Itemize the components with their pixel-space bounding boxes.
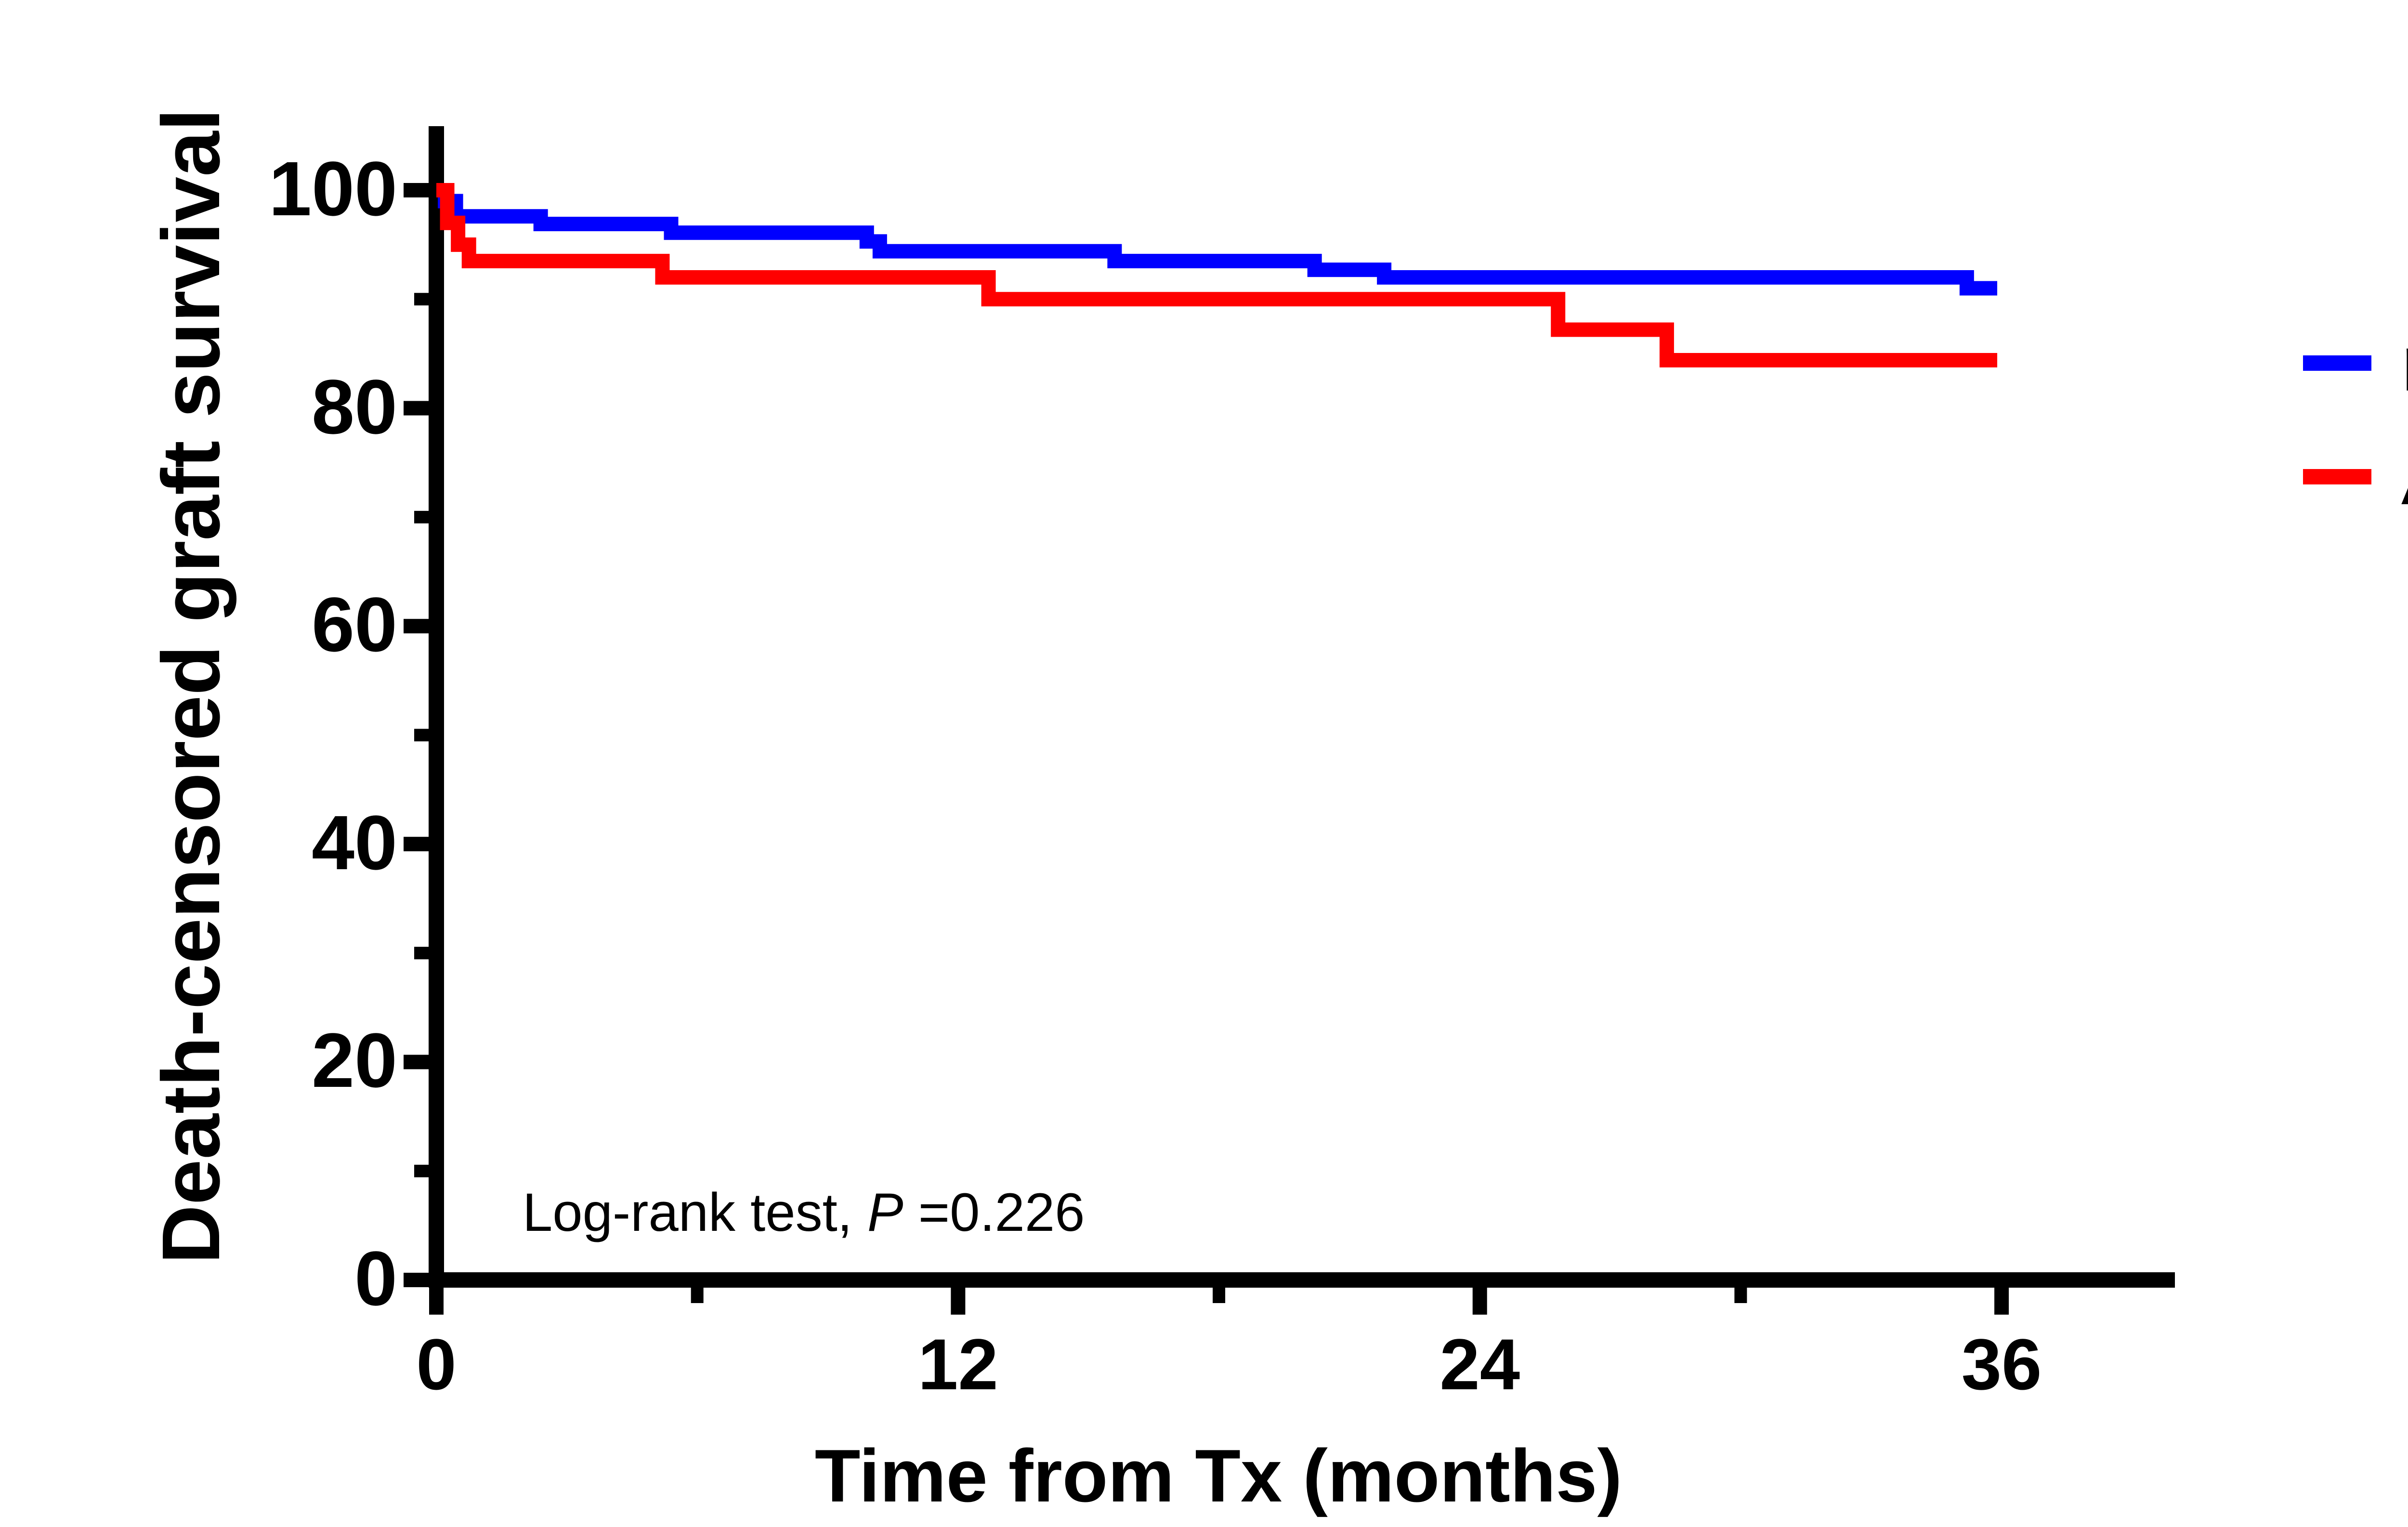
log-rank-annotation: Log-rank test, P =0.226 — [523, 1179, 1085, 1246]
legend-item-aki: AKI — [2303, 435, 2408, 518]
legend-item-non-aki: non-AKI — [2303, 322, 2408, 405]
y-tick-label-80: 80 — [312, 363, 397, 450]
x-axis-title: Time from Tx (months) — [814, 1434, 1623, 1517]
series-line-non-AKI — [436, 183, 1998, 296]
y-tick-label-100: 100 — [269, 145, 397, 232]
p-value-text: =0.226 — [903, 1182, 1085, 1242]
non-aki-line-swatch — [2303, 355, 2371, 371]
x-tick-label-0: 0 — [416, 1324, 457, 1405]
y-tick-label-0: 0 — [354, 1235, 397, 1321]
y-tick-label-60: 60 — [312, 581, 397, 668]
legend-label-non-aki: non-AKI — [2401, 322, 2408, 405]
aki-line-swatch — [2303, 469, 2371, 484]
y-tick-label-40: 40 — [312, 799, 397, 886]
series-line-AKI — [436, 183, 1998, 368]
log-rank-text: Log-rank test, — [523, 1182, 867, 1242]
p-symbol: P — [867, 1182, 903, 1242]
x-tick-label-36: 36 — [1961, 1324, 2042, 1405]
x-tick-label-24: 24 — [1440, 1324, 1520, 1405]
y-tick-label-20: 20 — [312, 1017, 397, 1104]
y-axis-title: Death-censored graft survival — [145, 108, 237, 1264]
x-tick-label-12: 12 — [917, 1324, 998, 1405]
legend-label-aki: AKI — [2401, 435, 2408, 518]
